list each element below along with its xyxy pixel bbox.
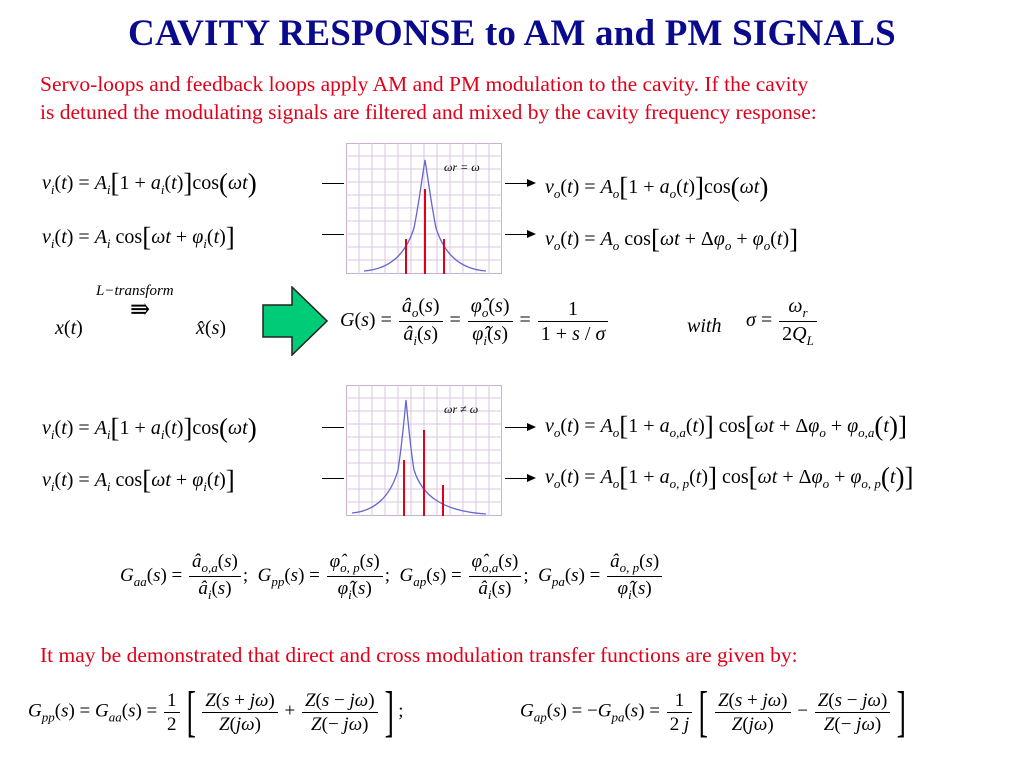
- out-arrow-line-1: [505, 183, 529, 184]
- in-line-2: [322, 234, 344, 235]
- with-label: with: [687, 315, 722, 337]
- output-am-equation-detuned: vo(t) = Ao[1 + ao,a(t)] cos[ωt + Δφo + φ…: [545, 411, 907, 441]
- intro-line-2: is detuned the modulating signals are fi…: [40, 100, 817, 124]
- in-line-1: [322, 183, 344, 184]
- intro-line-1: Servo-loops and feedback loops apply AM …: [40, 72, 809, 96]
- gpp-result-equation: Gpp(s) = Gaa(s) = 1 2[Z(s + jω) Z(jω) + Z(…: [28, 681, 404, 743]
- page-title: CAVITY RESPONSE to AM and PM SIGNALS: [128, 13, 896, 54]
- out-arrow-head-1: [527, 179, 536, 187]
- plot-label-tuned: ωr = ω: [444, 160, 480, 174]
- sigma-definition: σ = ωr 2QL: [746, 296, 819, 347]
- input-am-equation-detuned: vi(t) = Ai[1 + ai(t)]cos(ωt): [42, 413, 257, 443]
- implies-arrow-icon: [262, 286, 328, 356]
- laplace-signal: x̂(s): [196, 317, 227, 339]
- output-am-equation: vo(t) = Ao[1 + ao(t)]cos(ωt): [545, 172, 769, 202]
- out-arrow-head-4: [527, 474, 536, 482]
- input-pm-equation-detuned: vi(t) = Ai cos[ωt + φi(t)]: [42, 465, 235, 495]
- in-line-3: [322, 427, 344, 428]
- plot-label-detuned: ωr ≠ ω: [444, 402, 479, 416]
- transform-label: L−transform: [96, 283, 174, 299]
- output-pm-equation-detuned: vo(t) = Ao[1 + ao, p(t)] cos[ωt + Δφo + …: [545, 462, 914, 492]
- output-pm-equation: vo(t) = Ao cos[ωt + Δφo + φo(t)]: [545, 224, 799, 254]
- out-arrow-line-3: [505, 427, 529, 428]
- transfer-functions-definitions: Gaa(s) = âo,a(s) âi(s); Gpp(s) = φ̂o, p(s…: [120, 552, 664, 601]
- input-am-equation: vi(t) = Ai[1 + ai(t)]cos(ωt): [42, 168, 257, 198]
- input-pm-equation: vi(t) = Ai cos[ωt + φi(t)]: [42, 222, 235, 252]
- out-arrow-line-4: [505, 478, 529, 479]
- in-line-4: [322, 478, 344, 479]
- footnote-text: It may be demonstrated that direct and c…: [40, 643, 798, 667]
- out-arrow-line-2: [505, 234, 529, 235]
- transform-arrow: ⇛: [130, 297, 151, 323]
- resonance-plot-tuned: [346, 143, 502, 274]
- time-domain-signal: x(t): [55, 317, 83, 339]
- out-arrow-head-2: [527, 230, 536, 238]
- out-arrow-head-3: [527, 423, 536, 431]
- resonance-plot-detuned: [346, 385, 502, 516]
